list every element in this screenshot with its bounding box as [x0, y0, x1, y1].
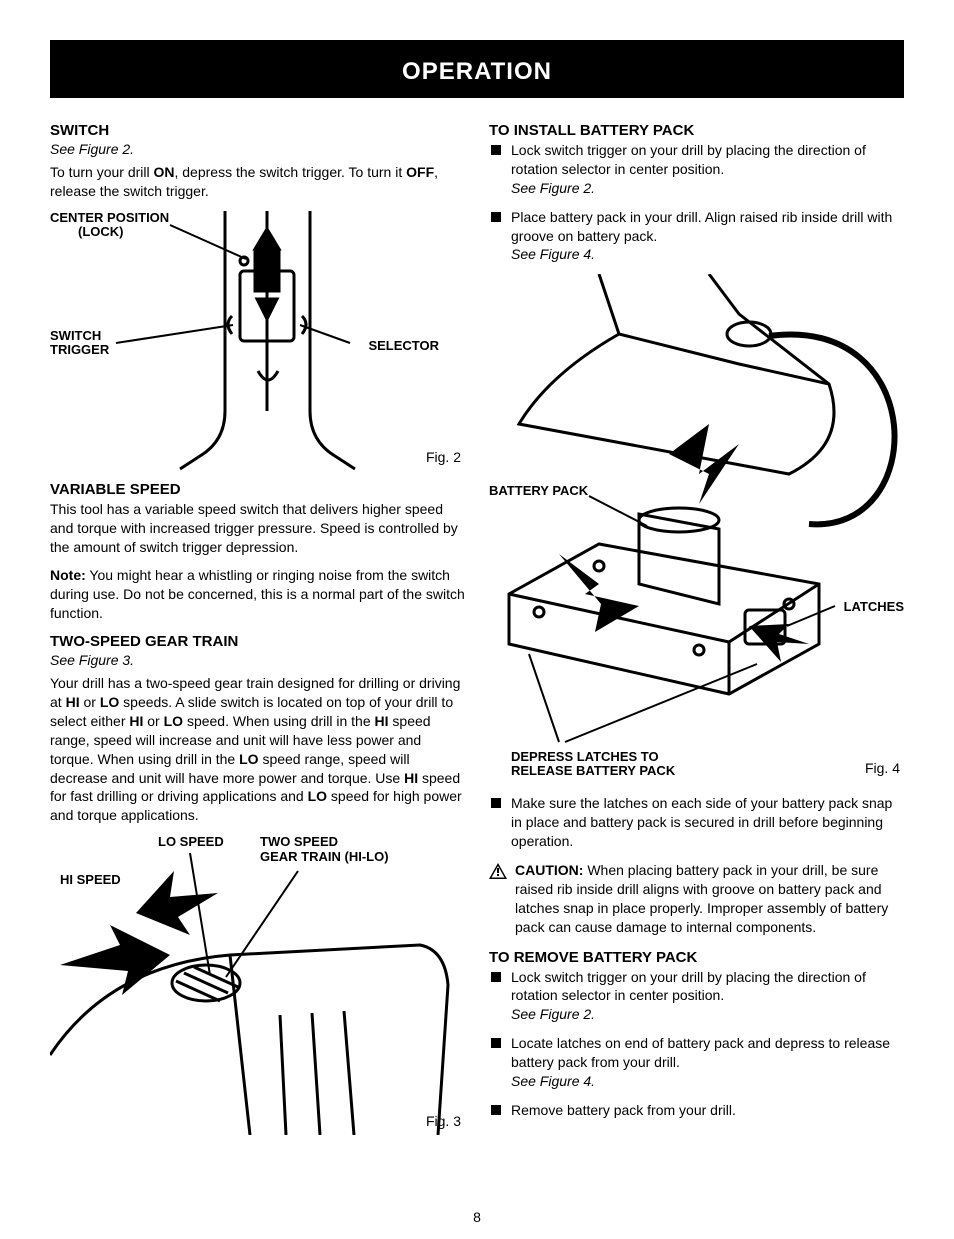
t: or	[143, 713, 163, 729]
switch-body: To turn your drill ON, depress the switc…	[50, 163, 465, 201]
two-speed-body: Your drill has a two-speed gear train de…	[50, 674, 465, 825]
switch-heading: SWITCH	[50, 122, 465, 139]
text: , depress the switch trigger. To turn it	[174, 164, 406, 180]
bullet-text: Place battery pack in your drill. Align …	[511, 209, 892, 244]
switch-see-figure: See Figure 2.	[50, 141, 465, 157]
bullet-see: See Figure 4.	[511, 1073, 595, 1089]
list-item: Lock switch trigger on your drill by pla…	[489, 968, 904, 1025]
right-column: TO INSTALL BATTERY PACK Lock switch trig…	[489, 116, 904, 1145]
bullet-see: See Figure 2.	[511, 1006, 595, 1022]
list-item: Make sure the latches on each side of yo…	[489, 794, 904, 851]
t: LO	[164, 713, 183, 729]
left-column: SWITCH See Figure 2. To turn your drill …	[50, 116, 465, 1145]
install-bullets: Lock switch trigger on your drill by pla…	[489, 141, 904, 264]
bullet-text: Make sure the latches on each side of yo…	[511, 795, 892, 849]
variable-speed-heading: VARIABLE SPEED	[50, 481, 465, 498]
note-label: Note:	[50, 567, 86, 583]
caution-row: CAUTION: When placing battery pack in yo…	[489, 861, 904, 937]
list-item: Lock switch trigger on your drill by pla…	[489, 141, 904, 198]
figure-2: CENTER POSITION (LOCK) SWITCH TRIGGER SE…	[50, 211, 465, 471]
t: LO	[239, 751, 258, 767]
fig3-diagram	[50, 835, 460, 1135]
bullet-text: Lock switch trigger on your drill by pla…	[511, 142, 866, 177]
t: speed. When using drill in the	[183, 713, 374, 729]
remove-heading: TO REMOVE BATTERY PACK	[489, 949, 904, 966]
list-item: Locate latches on end of battery pack an…	[489, 1034, 904, 1091]
install-after-bullets: Make sure the latches on each side of yo…	[489, 794, 904, 851]
bullet-see: See Figure 4.	[511, 246, 595, 262]
bullet-text: Remove battery pack from your drill.	[511, 1102, 736, 1118]
page-number: 8	[473, 1209, 481, 1225]
bullet-see: See Figure 2.	[511, 180, 595, 196]
text: To turn your drill	[50, 164, 153, 180]
two-speed-heading: TWO-SPEED GEAR TRAIN	[50, 633, 465, 650]
text-bold: OFF	[406, 164, 434, 180]
figure-4: BATTERY PACK LATCHES DEPRESS LATCHES TO …	[489, 274, 904, 784]
list-item: Place battery pack in your drill. Align …	[489, 208, 904, 265]
t: HI	[375, 713, 389, 729]
fig4-diagram	[489, 274, 899, 784]
figure-3: LO SPEED TWO SPEED GEAR TRAIN (HI-LO) HI…	[50, 835, 465, 1135]
t: LO	[308, 788, 327, 804]
fig2-diagram	[50, 211, 450, 471]
t: HI	[66, 694, 80, 710]
t: or	[80, 694, 100, 710]
caution-text: CAUTION: When placing battery pack in yo…	[515, 861, 904, 937]
content-columns: SWITCH See Figure 2. To turn your drill …	[50, 116, 904, 1145]
note-body: You might hear a whistling or ringing no…	[50, 567, 465, 621]
variable-speed-body: This tool has a variable speed switch th…	[50, 500, 465, 557]
operation-banner: OPERATION	[50, 40, 904, 98]
two-speed-see-figure: See Figure 3.	[50, 652, 465, 668]
t: LO	[100, 694, 119, 710]
caution-label: CAUTION:	[515, 862, 583, 878]
bullet-text: Locate latches on end of battery pack an…	[511, 1035, 890, 1070]
t: HI	[129, 713, 143, 729]
list-item: Remove battery pack from your drill.	[489, 1101, 904, 1120]
install-heading: TO INSTALL BATTERY PACK	[489, 122, 904, 139]
variable-speed-note: Note: You might hear a whistling or ring…	[50, 566, 465, 623]
text-bold: ON	[153, 164, 174, 180]
remove-bullets: Lock switch trigger on your drill by pla…	[489, 968, 904, 1120]
t: HI	[404, 770, 418, 786]
bullet-text: Lock switch trigger on your drill by pla…	[511, 969, 866, 1004]
caution-icon	[489, 863, 507, 879]
